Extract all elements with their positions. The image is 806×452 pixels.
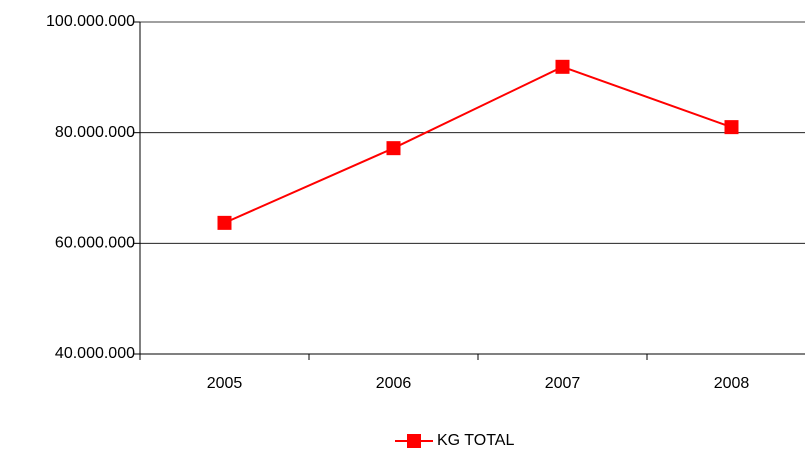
x-tick-label: 2005: [207, 375, 243, 392]
y-tick-label: 60.000.000: [55, 235, 135, 252]
y-tick-label: 40.000.000: [55, 345, 135, 362]
legend-marker: [407, 434, 421, 448]
marker: [386, 141, 401, 156]
legend-label: KG TOTAL: [437, 432, 514, 449]
series-line: [224, 65, 732, 224]
y-tick-label: 80.000.000: [55, 124, 135, 141]
marker: [555, 59, 570, 74]
marker: [217, 215, 232, 230]
marker: [724, 120, 739, 135]
y-tick-label: 100.000.000: [46, 13, 135, 30]
x-tick-label: 2007: [545, 375, 581, 392]
x-tick-label: 2008: [714, 375, 750, 392]
x-tick-label: 2006: [376, 375, 412, 392]
